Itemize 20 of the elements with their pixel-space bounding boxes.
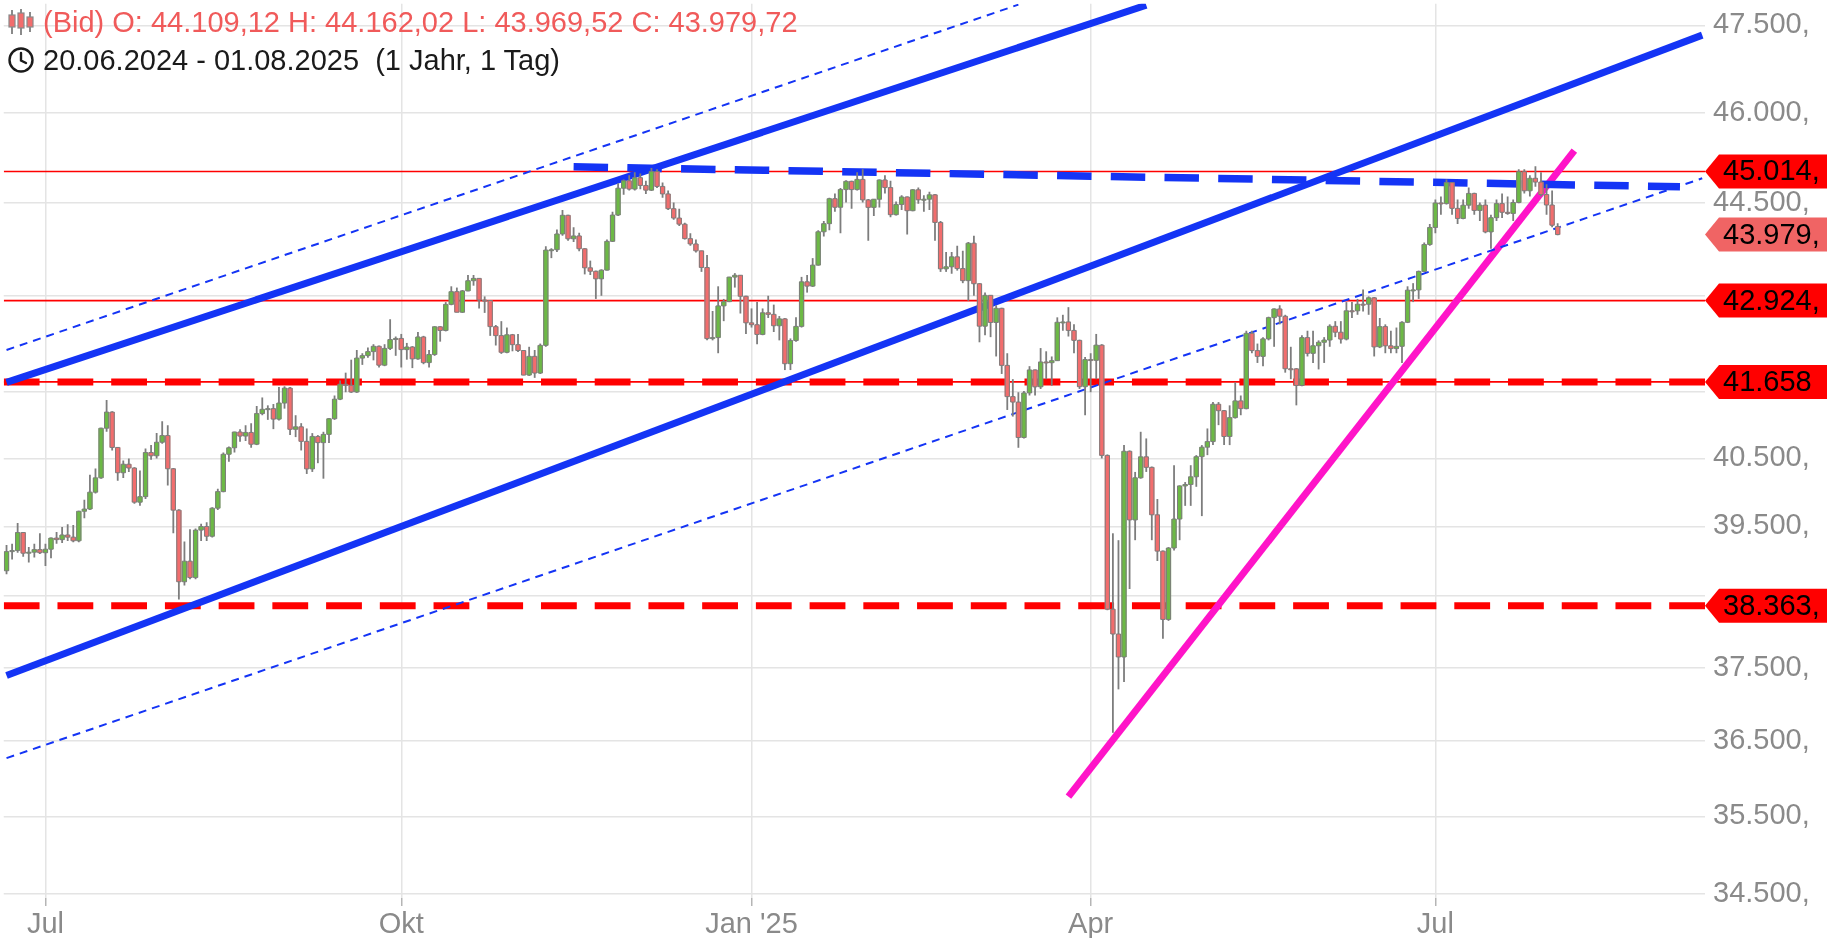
- chart-title: (Bid) O: 44.109,12 H: 44.162,02 L: 43.969,52 C: 43.979,72: [43, 5, 798, 39]
- ref-line-label: 45.014,: [1723, 154, 1820, 187]
- y-tick-label: 37.500,: [1713, 649, 1810, 682]
- text: 20.06.2024 - 01.08.2025 (1 Jahr, 1 Tag): [43, 43, 561, 77]
- x-tick-label: Okt: [378, 907, 424, 938]
- y-tick-label: 35.500,: [1713, 798, 1810, 831]
- x-tick-label: Jan '25: [705, 907, 798, 938]
- y-tick-label: 44.500,: [1713, 184, 1810, 217]
- y-tick-label: 46.000,: [1713, 94, 1810, 127]
- ref-line-label: 41.658: [1723, 364, 1812, 397]
- x-tick-label: Jul: [26, 907, 64, 938]
- y-tick-label: 36.500,: [1713, 722, 1810, 755]
- ref-line-label: 38.363,: [1723, 588, 1820, 621]
- y-tick-label: 39.500,: [1713, 508, 1810, 541]
- ref-line-label: 42.924,: [1723, 283, 1820, 316]
- y-tick-label: 47.500,: [1713, 7, 1810, 40]
- x-tick-label: Jul: [1416, 907, 1454, 938]
- y-tick-label: 34.500,: [1713, 876, 1810, 909]
- text: 43.979,: [1723, 217, 1820, 250]
- y-tick-label: 40.500,: [1713, 440, 1810, 473]
